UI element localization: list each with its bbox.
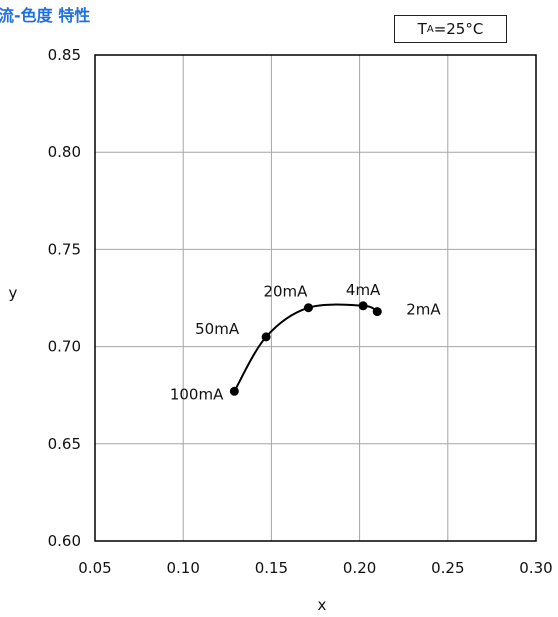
x-tick-label: 0.10 <box>166 559 199 577</box>
y-tick-label: 0.60 <box>48 532 81 550</box>
data-point <box>372 307 382 317</box>
condition-subscript: A <box>426 23 434 35</box>
point-label: 20mA <box>263 283 308 301</box>
point-labels: 100mA 50mA 20mA 4mA 2mA <box>170 281 442 404</box>
plot-area-frame <box>94 54 537 542</box>
condition-label: T A =25°C <box>394 15 507 43</box>
x-tick-label: 0.05 <box>78 559 111 577</box>
data-point <box>303 303 313 313</box>
y-tick-label: 0.80 <box>48 143 81 161</box>
point-label: 100mA <box>170 385 224 403</box>
data-point <box>358 301 368 311</box>
page-title: 電流-色度 特性 <box>0 6 91 25</box>
condition-suffix: =25°C <box>433 20 484 38</box>
condition-prefix: T <box>417 20 427 38</box>
y-axis-label: y <box>9 284 18 302</box>
grid-lines <box>95 55 536 541</box>
point-label: 2mA <box>406 301 441 319</box>
x-axis-label: x <box>318 596 327 614</box>
y-tick-label: 0.70 <box>48 338 81 356</box>
point-label: 4mA <box>346 281 381 299</box>
data-point <box>229 386 239 396</box>
x-tick-label: 0.25 <box>431 559 464 577</box>
data-point <box>261 332 271 342</box>
series-line <box>233 303 378 392</box>
tick-labels: 0.05 0.10 0.15 0.20 0.25 0.30 0.60 0.65 0.70 0.75… <box>48 46 553 577</box>
y-tick-label: 0.85 <box>48 46 81 64</box>
x-tick-label: 0.30 <box>519 559 552 577</box>
x-tick-label: 0.15 <box>255 559 288 577</box>
data-points <box>229 301 382 396</box>
y-tick-label: 0.65 <box>48 435 81 453</box>
y-tick-label: 0.75 <box>48 240 81 258</box>
point-label: 50mA <box>195 320 240 338</box>
x-tick-label: 0.20 <box>343 559 376 577</box>
